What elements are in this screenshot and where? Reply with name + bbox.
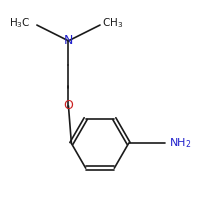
Text: H$_3$C: H$_3$C: [9, 16, 31, 30]
Text: O: O: [64, 99, 73, 112]
Text: CH$_3$: CH$_3$: [102, 16, 123, 30]
Text: NH$_2$: NH$_2$: [169, 136, 192, 150]
Text: N: N: [64, 34, 73, 47]
